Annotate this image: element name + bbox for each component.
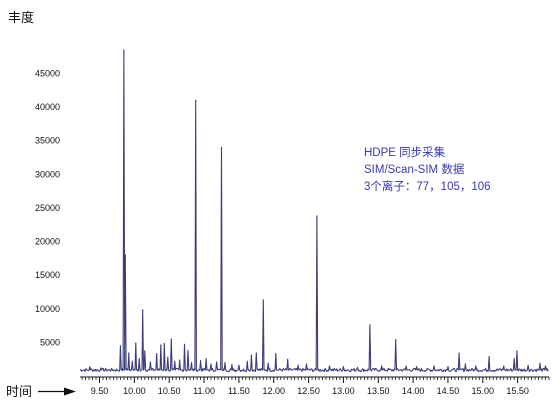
peak-point	[170, 338, 172, 340]
x-tick-label: 10.50	[158, 386, 181, 396]
x-axis-title: 时间	[6, 384, 32, 399]
annotation-line: 3个离子：77，105，106	[364, 179, 491, 193]
x-tick-label: 12.00	[262, 386, 285, 396]
annotation-line: HDPE 同步采集	[364, 145, 446, 159]
peak-point	[183, 343, 186, 345]
x-axis: 9.50 10.00 10.50 11.00 11.50 12.00 12.50 13.00 1…	[80, 376, 550, 396]
peak-point	[124, 254, 126, 256]
x-tick-label: 11.50	[228, 386, 250, 396]
peak-point	[135, 342, 137, 344]
time-axis-label: 时间	[6, 384, 76, 399]
peak-point	[160, 344, 162, 346]
peak-point	[262, 299, 264, 301]
peak-point	[187, 349, 189, 352]
x-tick-label: 10.00	[123, 386, 146, 396]
y-tick-label: 15000	[35, 270, 60, 280]
x-tick-label: 13.50	[367, 386, 390, 396]
x-tick-label: 12.50	[297, 386, 320, 396]
x-tick-label: 14.50	[437, 386, 460, 396]
y-axis-title: 丰度	[8, 10, 34, 25]
chromatogram-trace	[79, 49, 549, 373]
x-tick-label: 15.50	[506, 386, 529, 396]
y-tick-label: 40000	[35, 102, 60, 112]
y-tick-label: 30000	[35, 169, 60, 179]
peak-point	[369, 324, 371, 326]
peak-point	[128, 352, 130, 354]
peak-point	[144, 350, 146, 352]
y-tick-label: 25000	[35, 203, 60, 213]
peak-point	[220, 146, 223, 149]
peak-point	[123, 49, 125, 51]
y-tick-label: 45000	[35, 69, 60, 79]
x-tick-label: 15.00	[472, 386, 495, 396]
peak-point	[163, 343, 165, 345]
annotation-line: SIM/Scan-SIM 数据	[364, 162, 465, 176]
peak-point	[195, 99, 197, 101]
series-line	[79, 49, 549, 373]
peak-point	[156, 353, 158, 355]
x-tick-label: 13.00	[332, 386, 355, 396]
y-tick-label: 10000	[35, 304, 60, 314]
peak-point	[142, 309, 144, 311]
peak-point	[395, 339, 397, 341]
chart-annotation: HDPE 同步采集 SIM/Scan-SIM 数据 3个离子：77，105，106	[364, 145, 491, 193]
y-tick-label: 20000	[35, 237, 60, 247]
y-tick-label: 5000	[40, 337, 60, 347]
peak-point	[458, 352, 460, 354]
time-arrow-icon	[64, 387, 76, 396]
peak-point	[250, 354, 252, 356]
x-tick-label: 9.50	[91, 386, 109, 396]
peak-point	[316, 215, 318, 217]
x-tick-label: 14.00	[402, 386, 425, 396]
y-tick-label: 35000	[35, 136, 60, 146]
peak-point	[255, 352, 257, 354]
peak-point	[119, 345, 121, 347]
peak-point	[275, 353, 277, 355]
y-axis: 5000 10000 15000 20000 25000 30000 35000 40000 4…	[35, 69, 60, 348]
x-tick-label: 11.00	[193, 386, 215, 396]
peak-point	[516, 350, 518, 352]
